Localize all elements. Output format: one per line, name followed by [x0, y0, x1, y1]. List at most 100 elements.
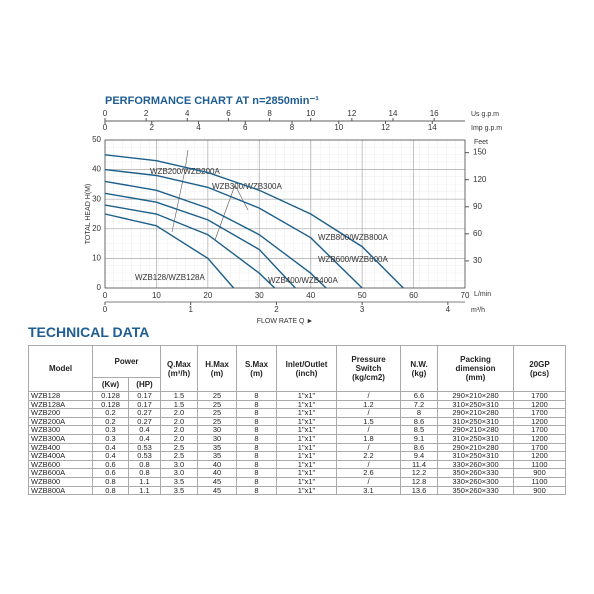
- header-cell: 20GP (pcs): [513, 345, 567, 392]
- data-cell: 8: [236, 476, 278, 487]
- data-cell: 0.128: [92, 399, 129, 410]
- data-cell: 8: [236, 416, 278, 427]
- chart: PERFORMANCE CHART AT n=2850min⁻¹ TOTAL H…: [85, 95, 502, 325]
- data-cell: 1.8: [336, 433, 402, 444]
- data-cell: 0.8: [92, 485, 129, 496]
- data-cell: 0.17: [127, 399, 162, 410]
- table-row: WZB800A 0.8 1.1 3.5 45 8 1"x1" 3.1 13.6 350×260×3…: [28, 485, 567, 496]
- data-cell: 0.4: [92, 442, 129, 453]
- data-cell: 0.6: [92, 468, 129, 478]
- header-cell: N.W. (kg): [400, 345, 439, 392]
- axis-tick-label: 0: [103, 305, 108, 314]
- axis-tick-label: 2: [274, 305, 279, 314]
- data-cell: 310×250×310: [437, 399, 515, 410]
- y2-tick-label: 90: [473, 202, 482, 211]
- section-title: TECHNICAL DATA: [28, 324, 150, 340]
- curve: [104, 154, 404, 289]
- axis-tick-label: 1: [188, 305, 193, 314]
- header-unit: (inch): [295, 368, 318, 378]
- header-name: S.Max: [244, 359, 269, 369]
- y-axis-label: TOTAL HEAD H(M): [85, 184, 92, 245]
- chart-title: PERFORMANCE CHART AT n=2850min⁻¹: [105, 95, 319, 107]
- header-unit: (pcs): [529, 368, 550, 378]
- data-cell: 40: [197, 468, 238, 478]
- data-cell: 1200: [513, 433, 567, 444]
- axis-tick-label: 6: [226, 109, 231, 118]
- header-name: 20GP: [529, 359, 550, 369]
- data-cell: 2.0: [160, 416, 199, 427]
- data-cell: 0.8: [127, 459, 162, 470]
- data-cell: 1.5: [160, 391, 199, 401]
- data-cell: /: [336, 408, 402, 418]
- model-cell: WZB300A: [28, 433, 93, 444]
- axis-tick-label: 0: [103, 109, 108, 118]
- table-row: WZB300A 0.3 0.4 2.0 30 8 1"x1" 1.8 9.1 310×250×31…: [28, 433, 567, 444]
- y-tick-label: 40: [92, 165, 101, 174]
- data-cell: 0.2: [92, 416, 129, 427]
- y-tick-label: 30: [92, 194, 101, 203]
- curve-label: WZB200/WZB200A: [150, 167, 220, 176]
- y2-tick-label: 150: [473, 148, 487, 157]
- header-unit: (m³/h): [167, 368, 191, 378]
- data-cell: 2.0: [160, 408, 199, 418]
- data-cell: 25: [197, 399, 238, 410]
- data-cell: 0.8: [92, 476, 129, 487]
- axis-tick-label: 10: [334, 123, 343, 132]
- y-tick-label: 50: [92, 135, 101, 144]
- y2-tick-label: 120: [473, 175, 487, 184]
- curve-label: WZB600/WZB600A: [318, 255, 388, 264]
- header-unit: (mm): [465, 373, 486, 382]
- curve: [104, 192, 296, 289]
- model-cell: WZB200A: [28, 416, 93, 427]
- header-cell: H.Max (m): [197, 345, 238, 392]
- data-cell: 0.3: [92, 433, 129, 444]
- data-cell: /: [336, 391, 402, 401]
- x-tick-label: 0: [103, 291, 108, 300]
- data-cell: 3.5: [160, 485, 199, 496]
- data-cell: 1"x1": [276, 408, 338, 418]
- header-cell: S.Max (m): [236, 345, 278, 392]
- data-cell: 1"x1": [276, 416, 338, 427]
- header-name: Q.Max: [167, 359, 192, 369]
- curve: [104, 213, 235, 289]
- data-cell: 900: [513, 485, 567, 496]
- data-cell: 30: [197, 433, 238, 444]
- data-cell: 8: [236, 451, 278, 461]
- table-row: WZB400 0.4 0.53 2.5 35 8 1"x1"/8.6 290×210×280 1…: [28, 442, 567, 453]
- header-name: Packing dimension: [455, 355, 496, 373]
- data-cell: 900: [513, 468, 567, 478]
- model-cell: WZB600A: [28, 468, 93, 478]
- data-cell: 2.5: [160, 442, 199, 453]
- y-tick-label: 0: [97, 283, 102, 292]
- data-cell: 2.0: [160, 433, 199, 444]
- table-row: WZB128A 0.128 0.17 1.5 25 8 1"x1" 1.2 7.2 310×250…: [28, 399, 567, 410]
- data-cell: 6.6: [400, 391, 439, 401]
- data-cell: 8: [236, 485, 278, 496]
- data-cell: 25: [197, 391, 238, 401]
- data-cell: 3.0: [160, 468, 199, 478]
- axis-tick-label: 4: [185, 109, 190, 118]
- x-tick-label: 60: [409, 291, 418, 300]
- data-cell: 12.2: [400, 468, 439, 478]
- header-name: H.Max: [205, 359, 229, 369]
- header-cell: Q.Max (m³/h): [160, 345, 199, 392]
- data-cell: 7.2: [400, 399, 439, 410]
- data-cell: 1100: [513, 459, 567, 470]
- data-cell: 1"x1": [276, 485, 338, 496]
- data-cell: 45: [197, 485, 238, 496]
- model-cell: WZB400: [28, 442, 93, 453]
- data-cell: 1"x1": [276, 433, 338, 444]
- axis-tick-label: 4: [446, 305, 451, 314]
- data-cell: /: [336, 442, 402, 453]
- data-cell: 0.53: [127, 442, 162, 453]
- axis-tick-label: 12: [381, 123, 390, 132]
- data-cell: 1"x1": [276, 442, 338, 453]
- curve-label: WZB800/WZB800A: [318, 233, 388, 242]
- y-tick-label: 20: [92, 224, 101, 233]
- header-unit: (m): [250, 368, 263, 378]
- data-cell: 1"x1": [276, 425, 338, 435]
- data-cell: 2.2: [336, 451, 402, 461]
- data-cell: 1200: [513, 416, 567, 427]
- header-row: (Kw) (HP): [29, 377, 566, 392]
- x-axis-label: FLOW RATE Q ►: [257, 318, 314, 325]
